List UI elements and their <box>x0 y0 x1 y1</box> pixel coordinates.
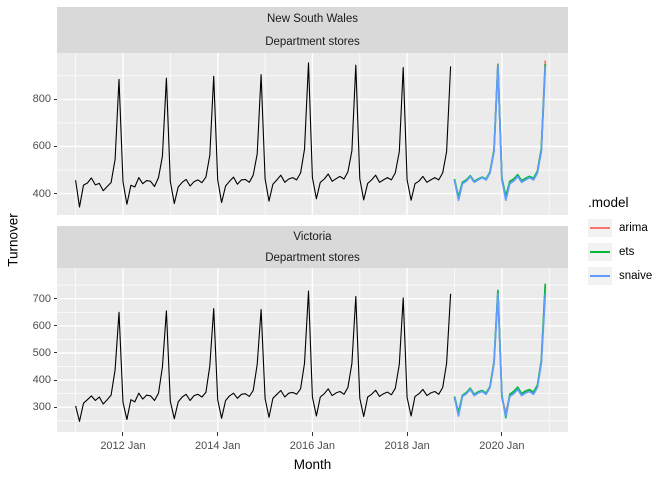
y-tick-mark <box>53 298 57 300</box>
y-tick-label: 400 <box>32 187 51 200</box>
legend-title: .model <box>588 195 629 210</box>
facet-strip-nsw: New South Wales Department stores <box>57 7 568 53</box>
facet-strip-victoria: Victoria Department stores <box>57 226 568 268</box>
y-tick-label: 400 <box>32 374 51 387</box>
y-tick-mark <box>53 145 57 147</box>
legend-item-snaive: snaive <box>588 267 652 285</box>
y-tick-label: 500 <box>32 346 51 359</box>
y-tick-label: 600 <box>32 140 51 153</box>
x-tick-mark <box>217 432 219 436</box>
legend-item-arima: arima <box>588 219 652 237</box>
x-tick-mark <box>501 432 503 436</box>
legend-key-box <box>588 243 612 261</box>
snaive-line-icon <box>590 275 610 277</box>
x-tick-mark <box>122 432 124 436</box>
y-tick-label: 600 <box>32 319 51 332</box>
x-tick-mark <box>311 432 313 436</box>
legend-item-label: ets <box>619 246 635 258</box>
legend-item-label: snaive <box>619 270 653 282</box>
x-tick-label: 2018 Jan <box>384 440 430 452</box>
y-tick-mark <box>53 379 57 381</box>
x-tick-mark <box>406 432 408 436</box>
strip-label-industry: Department stores <box>57 30 568 53</box>
arima-line-icon <box>590 227 610 229</box>
x-tick-label: 2012 Jan <box>100 440 146 452</box>
y-axis-title: Turnover <box>5 213 21 267</box>
x-tick-label: 2020 Jan <box>479 440 525 452</box>
y-tick-label: 300 <box>32 401 51 414</box>
ets-line-icon <box>590 251 610 253</box>
strip-label-industry: Department stores <box>57 247 568 268</box>
y-tick-mark <box>53 193 57 195</box>
panel-plot-nsw <box>57 53 568 215</box>
y-tick-mark <box>53 325 57 327</box>
legend-item-label: arima <box>619 222 648 234</box>
y-tick-mark <box>53 352 57 354</box>
x-tick-label: 2016 Jan <box>289 440 336 452</box>
legend: .model arima ets snaive <box>588 195 652 291</box>
strip-label-state: Victoria <box>57 226 568 247</box>
y-tick-mark <box>53 406 57 408</box>
x-axis-title: Month <box>293 457 332 472</box>
y-tick-mark <box>53 98 57 100</box>
strip-label-state: New South Wales <box>57 7 568 30</box>
legend-key-box <box>588 267 612 285</box>
panel-plot-victoria <box>57 268 568 432</box>
x-tick-label: 2014 Jan <box>195 440 241 452</box>
legend-item-ets: ets <box>588 243 652 261</box>
legend-key-box <box>588 219 612 237</box>
y-tick-label: 800 <box>32 93 51 106</box>
y-tick-label: 700 <box>32 292 51 305</box>
